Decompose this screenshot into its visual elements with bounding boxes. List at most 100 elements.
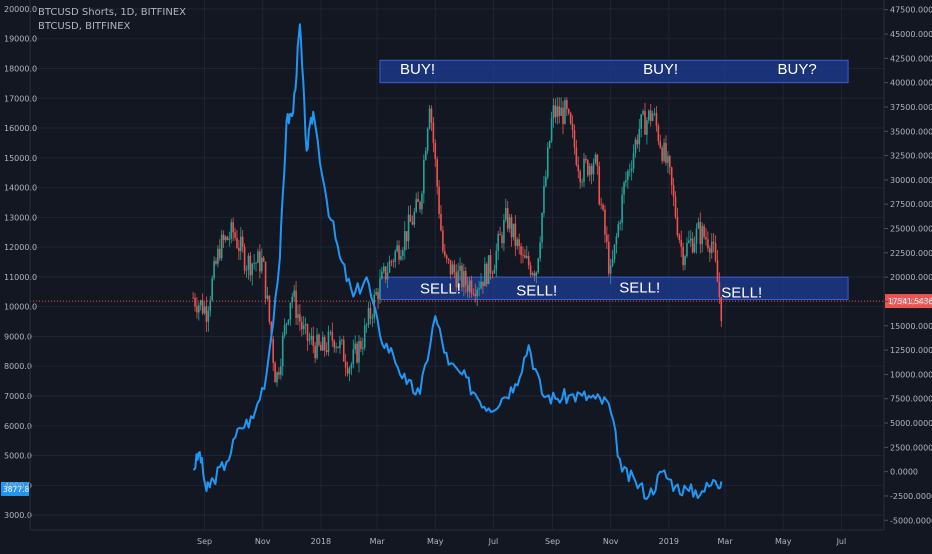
candle-body: [712, 241, 715, 244]
left-tick-label: 8000.0: [4, 362, 32, 371]
candle-body: [201, 300, 204, 314]
right-tick-label: 30000.0000: [890, 176, 932, 185]
candle-body: [426, 128, 429, 151]
candle-body: [510, 217, 513, 238]
candle-body: [440, 213, 442, 231]
candle-body: [461, 265, 463, 288]
candle-body: [705, 237, 707, 240]
candle-body: [472, 293, 475, 295]
candle-body: [281, 335, 284, 367]
candle-body: [501, 235, 503, 244]
right-tick-label: 7500.0000: [890, 395, 932, 404]
candle-body: [377, 292, 379, 300]
candle-body: [444, 251, 446, 256]
chart-legend: BTCUSD Shorts, 1D, BITFINEX BTCUSD, BITF…: [38, 6, 186, 34]
candle-layer: [192, 96, 723, 387]
candle-body: [196, 306, 198, 313]
candle-body: [211, 278, 213, 301]
candle-body: [466, 285, 469, 292]
candle-body: [239, 236, 242, 252]
annotation-label: BUY!: [643, 61, 678, 78]
candle-body: [693, 243, 696, 253]
candle-body: [590, 165, 593, 175]
candle-body: [344, 361, 347, 368]
candle-body: [251, 263, 254, 276]
candle-body: [419, 201, 421, 210]
candle-body: [333, 340, 336, 348]
candle-body: [602, 204, 604, 210]
candle-body: [644, 111, 646, 135]
right-tick-label: 12500.0000: [890, 346, 932, 355]
x-tick-label: Mar: [718, 537, 734, 546]
candle-body: [606, 234, 608, 242]
candle-body: [587, 160, 589, 176]
candle-body: [478, 288, 480, 290]
candle-body: [527, 256, 530, 266]
candle-body: [321, 336, 324, 351]
candle-body: [318, 334, 320, 345]
candle-body: [278, 372, 280, 375]
right-tick-label: 2500.0000: [890, 443, 932, 452]
left-tick-label: 6000.0: [4, 422, 32, 431]
candle-body: [405, 231, 408, 242]
right-tick-label: 32500.0000: [890, 152, 932, 161]
candle-body: [241, 236, 244, 247]
candle-body: [363, 325, 366, 348]
left-tick-label: 18000.0: [4, 64, 37, 73]
left-value-tag-bg: [1, 481, 29, 496]
candle-body: [487, 255, 490, 285]
candle-body: [352, 349, 355, 365]
candle-body: [259, 251, 261, 272]
candle-body: [581, 181, 583, 183]
candle-body: [623, 182, 625, 195]
candle-body: [678, 235, 681, 240]
candle-body: [388, 261, 391, 273]
candle-body: [600, 204, 602, 205]
line-layer: [192, 23, 723, 500]
candle-body: [550, 118, 553, 141]
left-tick-label: 7000.0: [4, 392, 32, 401]
left-tick-label: 9000.0: [4, 332, 32, 341]
left-tick-label: 12000.0: [4, 243, 37, 252]
annotation-label: SELL!: [619, 280, 660, 297]
candle-body: [369, 308, 372, 319]
candle-body: [638, 128, 641, 145]
candle-body: [491, 273, 494, 274]
candle-body: [579, 171, 581, 183]
left-tick-label: 16000.0: [4, 124, 37, 133]
candle-body: [661, 147, 663, 161]
x-tick-label: 2018: [311, 537, 331, 546]
candle-body: [407, 214, 410, 242]
candle-body: [445, 255, 448, 259]
candle-body: [531, 273, 534, 275]
candle-body: [659, 141, 662, 148]
candle-body: [546, 147, 549, 177]
candle-body: [297, 314, 299, 318]
candle-body: [556, 106, 559, 118]
candle-body: [230, 222, 233, 239]
candle-body: [390, 261, 393, 262]
candle-body: [238, 247, 240, 252]
candle-body: [300, 321, 303, 330]
candle-body: [695, 228, 698, 244]
candle-body: [358, 341, 360, 363]
candle-body: [247, 255, 250, 270]
right-tick-label: 0.0000: [890, 468, 918, 477]
candle-body: [703, 226, 705, 238]
candle-body: [535, 272, 538, 277]
candle-body: [342, 339, 345, 362]
candle-body: [367, 308, 370, 325]
candle-body: [362, 347, 364, 349]
candle-body: [503, 220, 505, 244]
candle-body: [375, 292, 377, 295]
left-tick-label: 3000.0: [4, 511, 32, 520]
legend-line-1: BTCUSD Shorts, 1D, BITFINEX: [38, 7, 187, 18]
candle-body: [384, 266, 387, 280]
candle-body: [264, 261, 267, 299]
candle-body: [463, 271, 465, 288]
x-tick-label: Sep: [545, 537, 560, 546]
left-value-tag: 3877.8: [3, 485, 29, 494]
candle-body: [398, 245, 400, 260]
